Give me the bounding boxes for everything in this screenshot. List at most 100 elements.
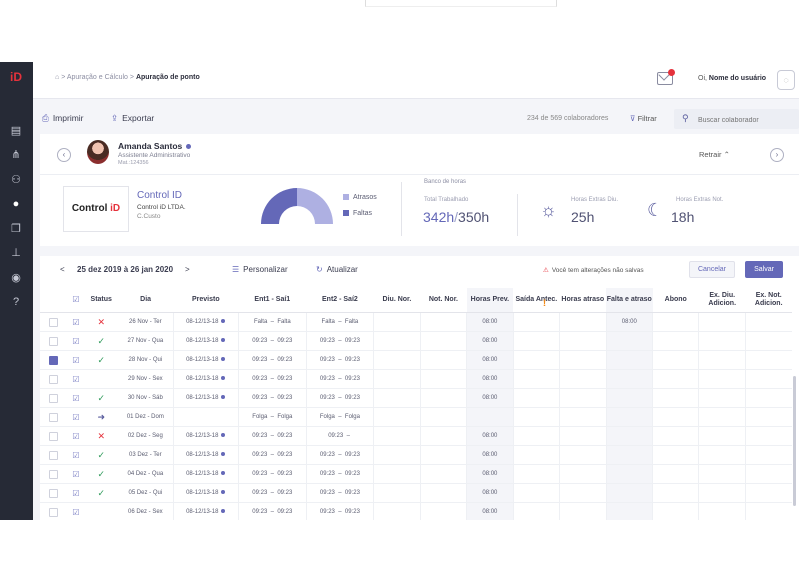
punch2-cell[interactable]: 09:23 – 09:23 [306, 502, 375, 520]
abono-cell[interactable] [652, 464, 700, 484]
filter-button[interactable]: ⊽ Filtrar [630, 114, 657, 123]
table-row[interactable]: ☑ ✓ 27 Nov - Qua 08-12/13-18 09:23 – 09:23 09… [40, 331, 792, 351]
mail-icon[interactable] [657, 72, 673, 85]
period-next-button[interactable]: > [185, 265, 190, 274]
punch1-cell[interactable]: 09:23 – 09:23 [238, 426, 307, 446]
col-ent1-sai1[interactable]: Ent1 - Saí1 [238, 288, 307, 313]
edit-icon[interactable]: ☑ [67, 483, 85, 503]
customize-button[interactable]: ☰ Personalizar [232, 265, 288, 274]
table-row[interactable]: ☑ ✓ 30 Nov - Sáb 08-12/13-18 09:23 – 09:23 09… [40, 388, 792, 408]
table-scrollbar[interactable] [793, 376, 796, 506]
abono-cell[interactable] [652, 502, 700, 520]
row-checkbox[interactable] [40, 426, 68, 446]
select-all-checkbox[interactable]: ☑ [67, 288, 85, 313]
table-row[interactable]: ☑ ✓ 05 Dez - Qui 08-12/13-18 09:23 – 09:23 09… [40, 483, 792, 503]
row-checkbox[interactable] [40, 388, 68, 408]
export-button[interactable]: ⇪ Exportar [111, 113, 154, 124]
row-checkbox[interactable] [40, 464, 68, 484]
table-row[interactable]: ☑ ✓ 03 Dez - Ter 08-12/13-18 09:23 – 09:23 09… [40, 445, 792, 465]
home-icon[interactable]: ⌂ [55, 74, 60, 81]
col-ex-diu[interactable]: Ex. Diu. Adicion. [698, 288, 746, 313]
user-icon[interactable]: ● [12, 198, 20, 210]
col-dia[interactable]: Dia [118, 288, 174, 313]
abono-cell[interactable] [652, 407, 700, 427]
row-checkbox[interactable] [40, 350, 68, 370]
col-abono[interactable]: Abono [652, 288, 699, 313]
punch1-cell[interactable]: 09:23 – 09:23 [238, 350, 307, 370]
col-diu-nor[interactable]: Diu. Nor. [373, 288, 421, 313]
prev-employee-button[interactable]: ‹ [57, 148, 71, 162]
punch2-cell[interactable]: Falta – Falta [306, 312, 375, 332]
save-button[interactable]: Salvar [745, 261, 783, 278]
abono-cell[interactable] [652, 369, 700, 389]
punch2-cell[interactable]: 09:23 – 09:23 [306, 483, 375, 503]
edit-icon[interactable]: ☑ [67, 312, 85, 332]
edit-icon[interactable]: ☑ [67, 407, 85, 427]
user-avatar-icon[interactable]: ◌ [777, 70, 795, 90]
table-row[interactable]: ☑ ✕ 26 Nov - Ter 08-12/13-18 Falta – Falta Fa… [40, 312, 792, 332]
pin-icon[interactable]: ⊥ [11, 247, 21, 259]
edit-icon[interactable]: ☑ [67, 369, 85, 389]
punch2-cell[interactable]: 09:23 – 09:23 [306, 388, 375, 408]
punch1-cell[interactable]: 09:23 – 09:23 [238, 445, 307, 465]
table-row[interactable]: ☑! 29 Nov - Sex 08-12/13-18 09:23 – 09:23 09… [40, 298, 792, 389]
row-checkbox[interactable] [40, 407, 68, 427]
print-button[interactable]: ⎙ Imprimir [42, 113, 84, 124]
edit-icon[interactable]: ☑ [67, 331, 85, 351]
punch2-cell[interactable]: 09:23 – 09:23 [306, 445, 375, 465]
account-icon[interactable]: ◉ [11, 272, 21, 284]
table-row[interactable]: ☑! 06 Dez - Sex 08-12/13-18 09:23 – 09:23 09… [40, 298, 792, 520]
database-icon[interactable]: ▤ [10, 125, 22, 137]
edit-icon[interactable]: ☑ [67, 445, 85, 465]
punch1-cell[interactable]: Folga – Folga [238, 407, 307, 427]
cancel-button[interactable]: Cancelar [689, 261, 735, 278]
edit-icon[interactable]: ☑ [67, 350, 85, 370]
org-chart-icon[interactable]: ⋔ [11, 149, 21, 161]
punch1-cell[interactable]: 09:23 – 09:23 [238, 464, 307, 484]
col-horas-atraso[interactable]: Horas atraso [559, 288, 607, 313]
punch2-cell[interactable]: 09:23 – 09:23 [306, 464, 375, 484]
punch2-cell[interactable]: Folga – Folga [306, 407, 375, 427]
user-greeting[interactable]: Oi, Nome do usuário [698, 75, 766, 82]
abono-cell[interactable] [652, 331, 700, 351]
row-checkbox[interactable] [40, 369, 68, 389]
edit-icon[interactable]: ☑ [67, 388, 85, 408]
abono-cell[interactable] [652, 426, 700, 446]
col-not-nor[interactable]: Not. Nor. [420, 288, 467, 313]
abono-cell[interactable] [652, 445, 700, 465]
row-checkbox[interactable] [40, 502, 68, 520]
table-row[interactable]: ☑ ➜ 01 Dez - Dom Folga – Folga Folga – Folga [40, 407, 792, 427]
col-ex-not[interactable]: Ex. Not. Adicion. [745, 288, 792, 313]
col-horas-prev[interactable]: Horas Prev. [466, 288, 514, 313]
next-employee-button[interactable]: › [770, 148, 784, 162]
punch1-cell[interactable]: 09:23 – 09:23 [238, 369, 307, 389]
collapse-button[interactable]: Retrair ⌃ [699, 150, 730, 159]
punch2-cell[interactable]: 09:23 – 09:23 [306, 369, 375, 389]
col-previsto[interactable]: Previsto [173, 288, 239, 313]
app-logo[interactable]: iD [10, 70, 22, 84]
abono-cell[interactable] [652, 483, 700, 503]
punch1-cell[interactable]: 09:23 – 09:23 [238, 483, 307, 503]
punch2-cell[interactable]: 09:23 – [306, 426, 375, 446]
punch2-cell[interactable]: 09:23 – 09:23 [306, 331, 375, 351]
help-icon[interactable]: ? [12, 296, 20, 308]
punch1-cell[interactable]: Falta – Falta [238, 312, 307, 332]
period-prev-button[interactable]: < [60, 265, 65, 274]
abono-cell[interactable] [652, 388, 700, 408]
row-checkbox[interactable] [40, 483, 68, 503]
row-checkbox[interactable] [40, 331, 68, 351]
info-icon[interactable] [186, 144, 192, 150]
row-checkbox[interactable] [40, 312, 68, 332]
punch1-cell[interactable]: 09:23 – 09:23 [238, 331, 307, 351]
col-ent2-sai2[interactable]: Ent2 - Saí2 [306, 288, 374, 313]
refresh-button[interactable]: ↻ Atualizar [316, 265, 358, 274]
table-row[interactable]: ☑ ✓ 28 Nov - Qui 08-12/13-18 09:23 – 09:23 09… [40, 350, 792, 370]
edit-icon[interactable]: ☑ [67, 426, 85, 446]
col-falta-atraso[interactable]: Falta e atraso [606, 288, 653, 313]
table-row[interactable]: ☑ ✓ 04 Dez - Qua 08-12/13-18 09:23 – 09:23 09… [40, 464, 792, 484]
abono-cell[interactable] [652, 350, 700, 370]
table-row[interactable]: ☑ ✕ 02 Dez - Seg 08-12/13-18 09:23 – 09:23 09… [40, 426, 792, 446]
col-status[interactable]: Status [84, 288, 119, 313]
users-icon[interactable]: ⚇ [11, 174, 21, 186]
row-checkbox[interactable] [40, 445, 68, 465]
